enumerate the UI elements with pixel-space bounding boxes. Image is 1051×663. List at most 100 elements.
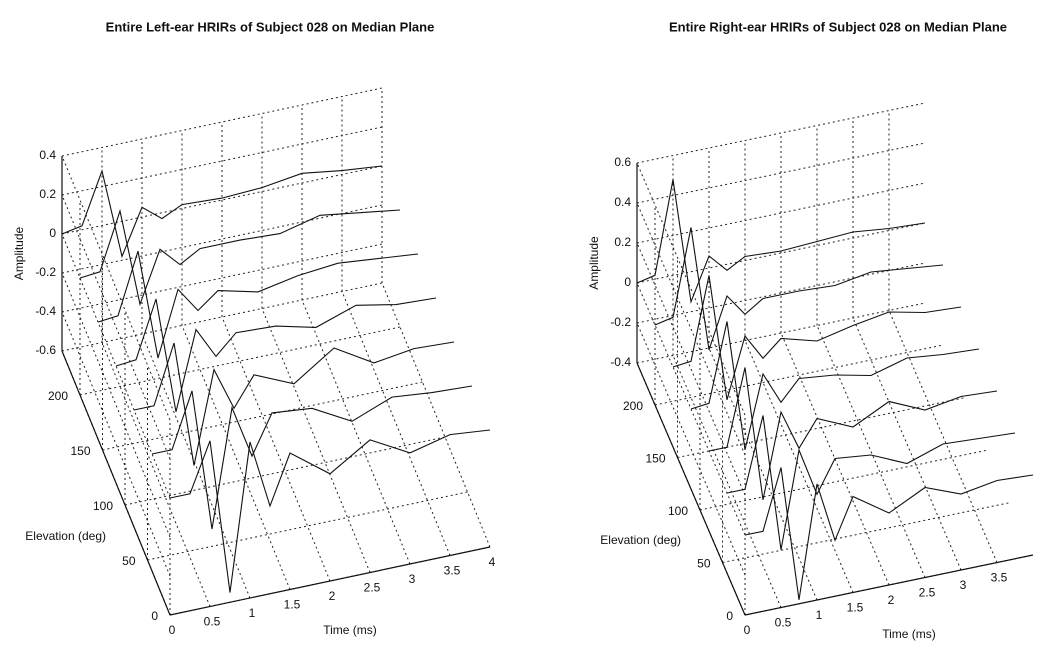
hrir-trace — [690, 321, 980, 450]
x-tick-label: 1.5 — [847, 601, 864, 615]
y-axis-label: Elevation (deg) — [25, 529, 106, 543]
x-tick-label: 0.5 — [775, 616, 792, 630]
y-tick-label: 150 — [645, 452, 665, 466]
y-tick-label: 200 — [48, 389, 68, 403]
x-tick-label: 2.5 — [364, 581, 381, 595]
chart-title: Entire Left-ear HRIRs of Subject 028 on … — [106, 19, 435, 34]
grid-line — [636, 322, 746, 576]
z-tick-label: -0.2 — [610, 315, 631, 329]
x-tick-label: 0 — [744, 623, 751, 637]
y-tick-label: 100 — [668, 504, 688, 518]
grid-line — [677, 397, 966, 458]
grid-line — [780, 332, 890, 586]
x-tick-label: 0 — [169, 623, 176, 637]
z-tick-label: 0.2 — [614, 235, 631, 249]
grid-line — [141, 333, 251, 599]
axis-line — [169, 546, 491, 616]
x-tick-label: 1.5 — [284, 598, 301, 612]
y-axis-label: Elevation (deg) — [600, 533, 681, 547]
grid-line — [79, 326, 401, 396]
y-tick-label: 0 — [726, 609, 733, 623]
grid-line — [816, 325, 926, 578]
z-tick-label: 0 — [624, 275, 631, 289]
z-tick-label: -0.2 — [35, 265, 56, 279]
y-tick-label: 0 — [151, 609, 158, 623]
grid-line — [636, 162, 746, 416]
z-tick-label: 0.6 — [614, 155, 631, 169]
x-tick-label: 2.5 — [919, 586, 936, 600]
x-axis-label: Time (ms) — [882, 627, 936, 641]
grid-line — [61, 194, 171, 460]
x-axis-label: Time (ms) — [323, 623, 377, 637]
y-tick-label: 50 — [122, 554, 136, 568]
grid-line — [381, 282, 491, 548]
hrir-trace — [169, 429, 491, 593]
axis-line — [636, 362, 746, 616]
hrir-trace — [61, 165, 383, 259]
y-tick-label: 200 — [623, 399, 643, 413]
hrir-trace — [672, 275, 962, 400]
axis-line — [61, 350, 171, 616]
chart-title: Entire Right-ear HRIRs of Subject 028 on… — [669, 19, 1007, 34]
grid-line — [654, 344, 944, 406]
x-tick-label: 3.5 — [991, 571, 1008, 585]
plot-3d: Entire Left-ear HRIRs of Subject 028 on … — [12, 19, 495, 637]
x-tick-label: 2 — [329, 589, 336, 603]
grid-line — [221, 316, 331, 582]
z-tick-label: -0.4 — [610, 355, 631, 369]
hrir-trace — [97, 250, 419, 359]
grid-line — [636, 142, 926, 204]
grid-line — [699, 449, 989, 511]
grid-line — [888, 310, 998, 563]
z-tick-label: 0.2 — [39, 187, 56, 201]
grid-line — [147, 491, 468, 561]
y-tick-label: 50 — [697, 557, 711, 571]
hrir-trace — [636, 179, 926, 304]
hrir-trace — [151, 385, 473, 530]
grid-line — [61, 155, 171, 421]
grid-line — [636, 182, 926, 244]
x-tick-label: 3.5 — [444, 564, 461, 578]
grid-line — [672, 355, 782, 608]
grid-line — [101, 342, 211, 607]
x-tick-label: 1 — [816, 608, 823, 622]
hrir-trace — [726, 415, 1016, 550]
z-tick-label: -0.4 — [35, 304, 56, 318]
z-axis-label: Amplitude — [12, 227, 26, 281]
hrir-trace — [133, 341, 455, 466]
grid-line — [301, 299, 411, 565]
grid-line — [744, 340, 854, 593]
z-tick-label: 0.4 — [614, 195, 631, 209]
hrir-trace — [708, 367, 998, 500]
hrir-trace — [654, 227, 944, 350]
x-tick-label: 3 — [960, 578, 967, 592]
x-tick-label: 2 — [888, 593, 895, 607]
z-tick-label: 0 — [49, 226, 56, 240]
y-tick-label: 150 — [70, 444, 90, 458]
axis-line — [744, 554, 1034, 616]
grid-line — [636, 242, 746, 496]
grid-line — [852, 317, 962, 571]
y-tick-label: 100 — [93, 499, 113, 513]
hrir-trace — [79, 208, 401, 307]
x-tick-label: 1 — [249, 606, 256, 620]
z-tick-label: -0.6 — [35, 343, 56, 357]
plot-3d: Entire Right-ear HRIRs of Subject 028 on… — [587, 19, 1034, 641]
z-tick-label: 0.4 — [39, 148, 56, 162]
grid-line — [102, 381, 423, 451]
x-tick-label: 4 — [489, 555, 496, 569]
grid-line — [636, 222, 926, 284]
grid-line — [708, 347, 818, 601]
grid-line — [261, 308, 371, 573]
grid-line — [722, 502, 1011, 563]
x-tick-label: 3 — [409, 572, 416, 586]
grid-line — [636, 302, 926, 364]
grid-line — [341, 291, 451, 556]
hrir-trace — [744, 467, 1034, 600]
grid-line — [636, 202, 746, 456]
grid-line — [636, 262, 926, 324]
grid-line — [636, 102, 926, 164]
x-tick-label: 0.5 — [204, 615, 221, 629]
hrir-trace — [115, 297, 437, 412]
